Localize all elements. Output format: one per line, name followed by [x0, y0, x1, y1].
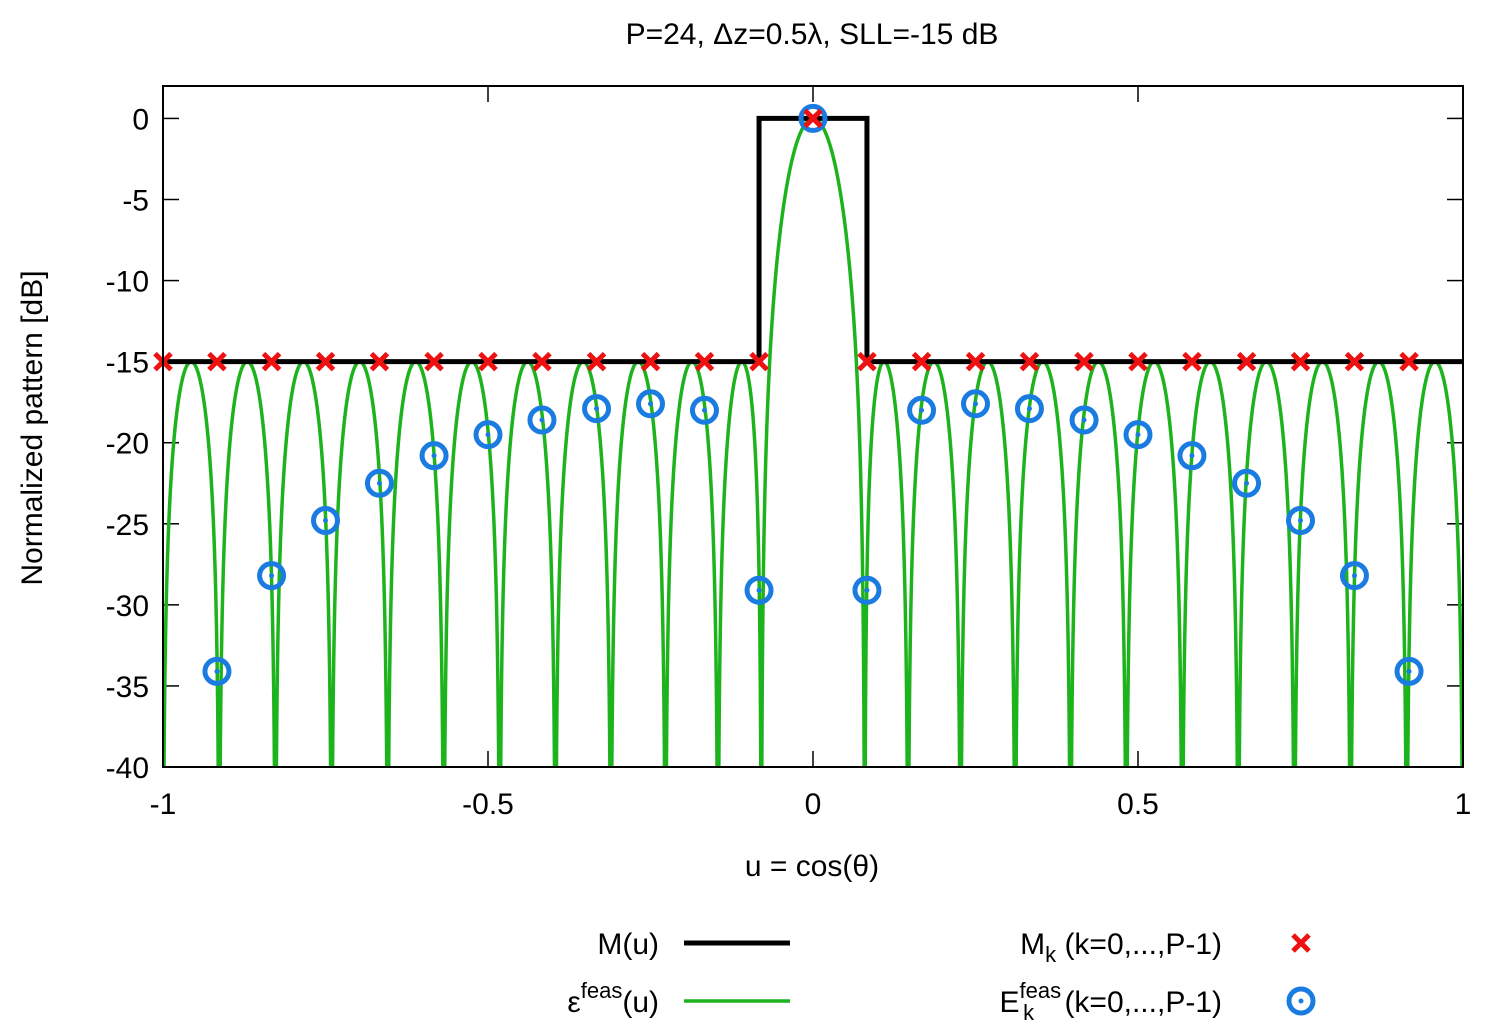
- pattern-curve: [163, 116, 1463, 767]
- ek-marker: [744, 575, 774, 605]
- mk-marker: [965, 351, 986, 372]
- y-tick-label: -10: [106, 266, 149, 299]
- mk-marker: [911, 351, 932, 372]
- mk-marker: [1128, 351, 1148, 372]
- ek-marker: [1177, 441, 1207, 471]
- x-tick-label: -0.5: [462, 788, 514, 821]
- mk-marker: [532, 351, 552, 372]
- plot-area: [163, 115, 1463, 767]
- mk-marker: [315, 351, 336, 372]
- mk-marker: [857, 351, 877, 372]
- x-tick-label: 0.5: [1117, 788, 1159, 821]
- plot-frame: [162, 85, 1464, 768]
- legend-label: εfeas(u): [567, 978, 659, 1019]
- mk-marker: [1182, 351, 1202, 372]
- ek-marker: [1123, 420, 1153, 450]
- y-tick-label: -20: [106, 428, 149, 461]
- ek-marker: [364, 468, 394, 498]
- mk-marker: [261, 351, 282, 372]
- chart-title: P=24, Δz=0.5λ, SLL=-15 dB: [626, 18, 999, 51]
- legend-swatch: [1291, 933, 1311, 953]
- ek-marker: [636, 389, 665, 419]
- y-axis-label: Normalized pattern [dB]: [16, 270, 49, 585]
- mk-marker: [207, 351, 227, 372]
- ek-marker: [1232, 468, 1262, 498]
- x-tick-label: -1: [150, 788, 177, 821]
- y-tick-label: -25: [106, 509, 149, 542]
- y-tick-label: -40: [106, 752, 149, 785]
- ek-marker: [1394, 656, 1424, 686]
- ek-marker: [473, 420, 503, 450]
- markers: [153, 103, 1424, 686]
- mk-marker: [1236, 351, 1257, 372]
- mk-marker: [1074, 351, 1094, 372]
- axis-ticks: 0 -5 -10 -15 -20 -25 -30 -35 -40-1 -0.5 0 0.5 1: [106, 86, 1472, 821]
- legend-swatch: [1286, 986, 1316, 1016]
- x-tick-label: 1: [1455, 788, 1472, 821]
- mk-marker: [369, 351, 390, 372]
- legend-label: Mk (k=0,...,P-1): [1020, 928, 1222, 967]
- ek-marker: [1014, 394, 1044, 424]
- mk-marker: [586, 351, 607, 372]
- mk-marker: [1344, 351, 1365, 372]
- mk-marker: [478, 351, 498, 372]
- ek-marker: [419, 441, 449, 471]
- ek-marker: [1339, 561, 1369, 591]
- mk-marker: [1019, 351, 1040, 372]
- ek-marker: [202, 656, 232, 686]
- mk-marker: [749, 351, 769, 372]
- mk-marker: [1399, 351, 1419, 372]
- mk-marker: [1290, 351, 1311, 372]
- y-tick-label: -30: [106, 590, 149, 623]
- legend-label: Efeas k (k=0,...,P-1): [1000, 978, 1223, 1025]
- y-tick-label: -35: [106, 671, 149, 704]
- mk-marker: [803, 108, 823, 129]
- ek-marker: [961, 389, 990, 419]
- mk-marker: [694, 351, 715, 372]
- y-tick-label: -5: [122, 185, 149, 218]
- ek-marker: [689, 395, 719, 425]
- ek-marker: [257, 561, 287, 591]
- ek-marker: [1286, 506, 1315, 536]
- y-tick-label: -15: [106, 347, 149, 380]
- mk-marker: [640, 351, 661, 372]
- legend-label: M(u): [597, 928, 659, 961]
- mask-line: [163, 115, 1463, 365]
- mk-marker: [424, 351, 444, 372]
- ek-marker: [582, 394, 612, 424]
- y-tick-label: 0: [132, 103, 149, 136]
- ek-marker: [527, 405, 557, 435]
- ek-marker: [1069, 405, 1099, 435]
- ek-marker: [907, 395, 937, 425]
- x-tick-label: 0: [805, 788, 822, 821]
- legend: M(u) εfeas(u) Mk (k=0,...,P-1) Efeas k (k=0,…: [567, 928, 1316, 1025]
- ek-marker: [311, 506, 340, 536]
- x-axis-label: u = cos(θ): [745, 850, 879, 883]
- ek-marker: [852, 575, 882, 605]
